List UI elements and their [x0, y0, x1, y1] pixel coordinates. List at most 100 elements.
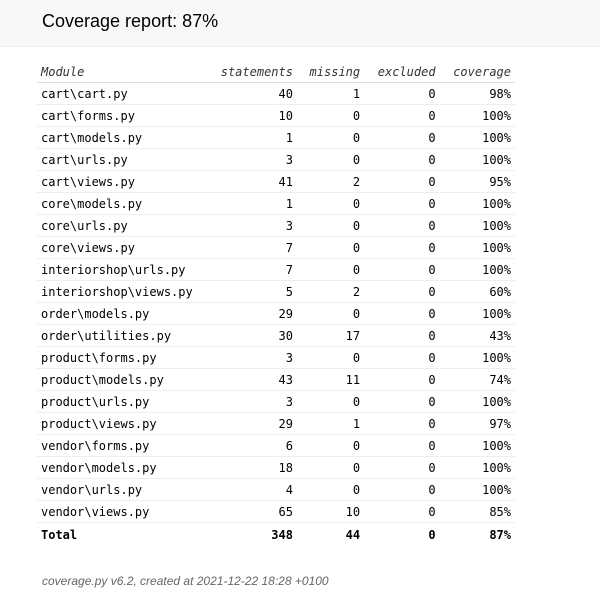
coverage-table: Module statements missing excluded cover… [37, 61, 515, 547]
excluded-count: 0 [364, 258, 440, 281]
total-coverage: 87% [489, 528, 511, 542]
statements-count: 5 [205, 280, 297, 303]
excluded-count: 0 [364, 82, 440, 105]
statements-count: 29 [205, 302, 297, 325]
total-statements: 348 [271, 528, 293, 542]
module-name[interactable]: cart\views.py [37, 170, 205, 193]
module-name[interactable]: core\models.py [37, 192, 205, 215]
module-name[interactable]: interiorshop\urls.py [37, 258, 205, 281]
coverage-percent: 74% [439, 368, 515, 391]
table-row: product\views.py 29 1 0 97% [37, 412, 515, 435]
module-name[interactable]: core\urls.py [37, 214, 205, 237]
table-row: product\forms.py 3 0 0 100% [37, 346, 515, 369]
module-name[interactable]: cart\cart.py [37, 82, 205, 105]
table-row: core\views.py 7 0 0 100% [37, 236, 515, 259]
module-name[interactable]: product\forms.py [37, 346, 205, 369]
excluded-count: 0 [364, 500, 440, 523]
table-row: vendor\urls.py 4 0 0 100% [37, 478, 515, 501]
statements-count: 30 [205, 324, 297, 347]
module-name[interactable]: vendor\urls.py [37, 478, 205, 501]
module-name[interactable]: vendor\forms.py [37, 434, 205, 457]
statements-count: 18 [205, 456, 297, 479]
statements-count: 3 [205, 148, 297, 171]
table-row: interiorshop\views.py 5 2 0 60% [37, 280, 515, 303]
coverage-percent: 100% [439, 126, 515, 149]
missing-count: 0 [296, 390, 365, 413]
excluded-count: 0 [364, 214, 440, 237]
module-name[interactable]: vendor\models.py [37, 456, 205, 479]
module-name[interactable]: order\models.py [37, 302, 205, 325]
coverage-percent: 100% [439, 214, 515, 237]
module-name[interactable]: vendor\views.py [37, 500, 205, 523]
excluded-count: 0 [364, 412, 440, 435]
missing-count: 0 [296, 236, 365, 259]
coverage-percent: 100% [439, 434, 515, 457]
table-row: core\models.py 1 0 0 100% [37, 192, 515, 215]
module-name[interactable]: product\models.py [37, 368, 205, 391]
coverage-percent: 97% [439, 412, 515, 435]
excluded-count: 0 [364, 478, 440, 501]
statements-count: 10 [205, 104, 297, 127]
coverage-percent: 43% [439, 324, 515, 347]
column-header-coverage[interactable]: coverage [439, 61, 515, 83]
coverage-percent: 85% [439, 500, 515, 523]
excluded-count: 0 [364, 346, 440, 369]
missing-count: 0 [296, 346, 365, 369]
total-label: Total [41, 528, 78, 542]
missing-count: 1 [296, 82, 365, 105]
coverage-percent: 100% [439, 346, 515, 369]
coverage-percent: 100% [439, 236, 515, 259]
module-name[interactable]: product\urls.py [37, 390, 205, 413]
missing-count: 1 [296, 412, 365, 435]
module-name[interactable]: cart\models.py [37, 126, 205, 149]
excluded-count: 0 [364, 368, 440, 391]
table-row: cart\cart.py 40 1 0 98% [37, 82, 515, 105]
statements-count: 1 [205, 192, 297, 215]
module-name[interactable]: interiorshop\views.py [37, 280, 205, 303]
missing-count: 0 [296, 456, 365, 479]
module-name[interactable]: core\views.py [37, 236, 205, 259]
module-name[interactable]: cart\urls.py [37, 148, 205, 171]
missing-count: 2 [296, 280, 365, 303]
statements-count: 6 [205, 434, 297, 457]
statements-count: 3 [205, 214, 297, 237]
excluded-count: 0 [364, 170, 440, 193]
missing-count: 11 [296, 368, 365, 391]
missing-count: 0 [296, 148, 365, 171]
column-header-missing[interactable]: missing [296, 61, 365, 83]
table-row: cart\views.py 41 2 0 95% [37, 170, 515, 193]
missing-count: 0 [296, 478, 365, 501]
coverage-percent: 100% [439, 104, 515, 127]
table-row: core\urls.py 3 0 0 100% [37, 214, 515, 237]
coverage-percent: 98% [439, 82, 515, 105]
column-header-statements[interactable]: statements [205, 61, 297, 83]
missing-count: 0 [296, 434, 365, 457]
statements-count: 40 [205, 82, 297, 105]
excluded-count: 0 [364, 302, 440, 325]
table-row: cart\forms.py 10 0 0 100% [37, 104, 515, 127]
statements-count: 7 [205, 236, 297, 259]
table-body: cart\cart.py 40 1 0 98% cart\forms.py 10 0 0 100%… [37, 82, 515, 523]
table-row: product\urls.py 3 0 0 100% [37, 390, 515, 413]
report-footer: coverage.py v6.2, created at 2021-12-22 … [42, 574, 329, 588]
coverage-percent: 100% [439, 148, 515, 171]
statements-count: 4 [205, 478, 297, 501]
module-name[interactable]: product\views.py [37, 412, 205, 435]
excluded-count: 0 [364, 280, 440, 303]
table-row: order\models.py 29 0 0 100% [37, 302, 515, 325]
table-row: vendor\views.py 65 10 0 85% [37, 500, 515, 523]
table-row: vendor\models.py 18 0 0 100% [37, 456, 515, 479]
module-name[interactable]: cart\forms.py [37, 104, 205, 127]
excluded-count: 0 [364, 324, 440, 347]
coverage-percent: 100% [439, 478, 515, 501]
column-header-module[interactable]: Module [37, 61, 205, 83]
module-name[interactable]: order\utilities.py [37, 324, 205, 347]
missing-count: 10 [296, 500, 365, 523]
statements-count: 29 [205, 412, 297, 435]
column-header-excluded[interactable]: excluded [364, 61, 440, 83]
statements-count: 65 [205, 500, 297, 523]
header-row: Module statements missing excluded cover… [37, 61, 515, 83]
coverage-percent: 60% [439, 280, 515, 303]
table-row: order\utilities.py 30 17 0 43% [37, 324, 515, 347]
missing-count: 0 [296, 214, 365, 237]
